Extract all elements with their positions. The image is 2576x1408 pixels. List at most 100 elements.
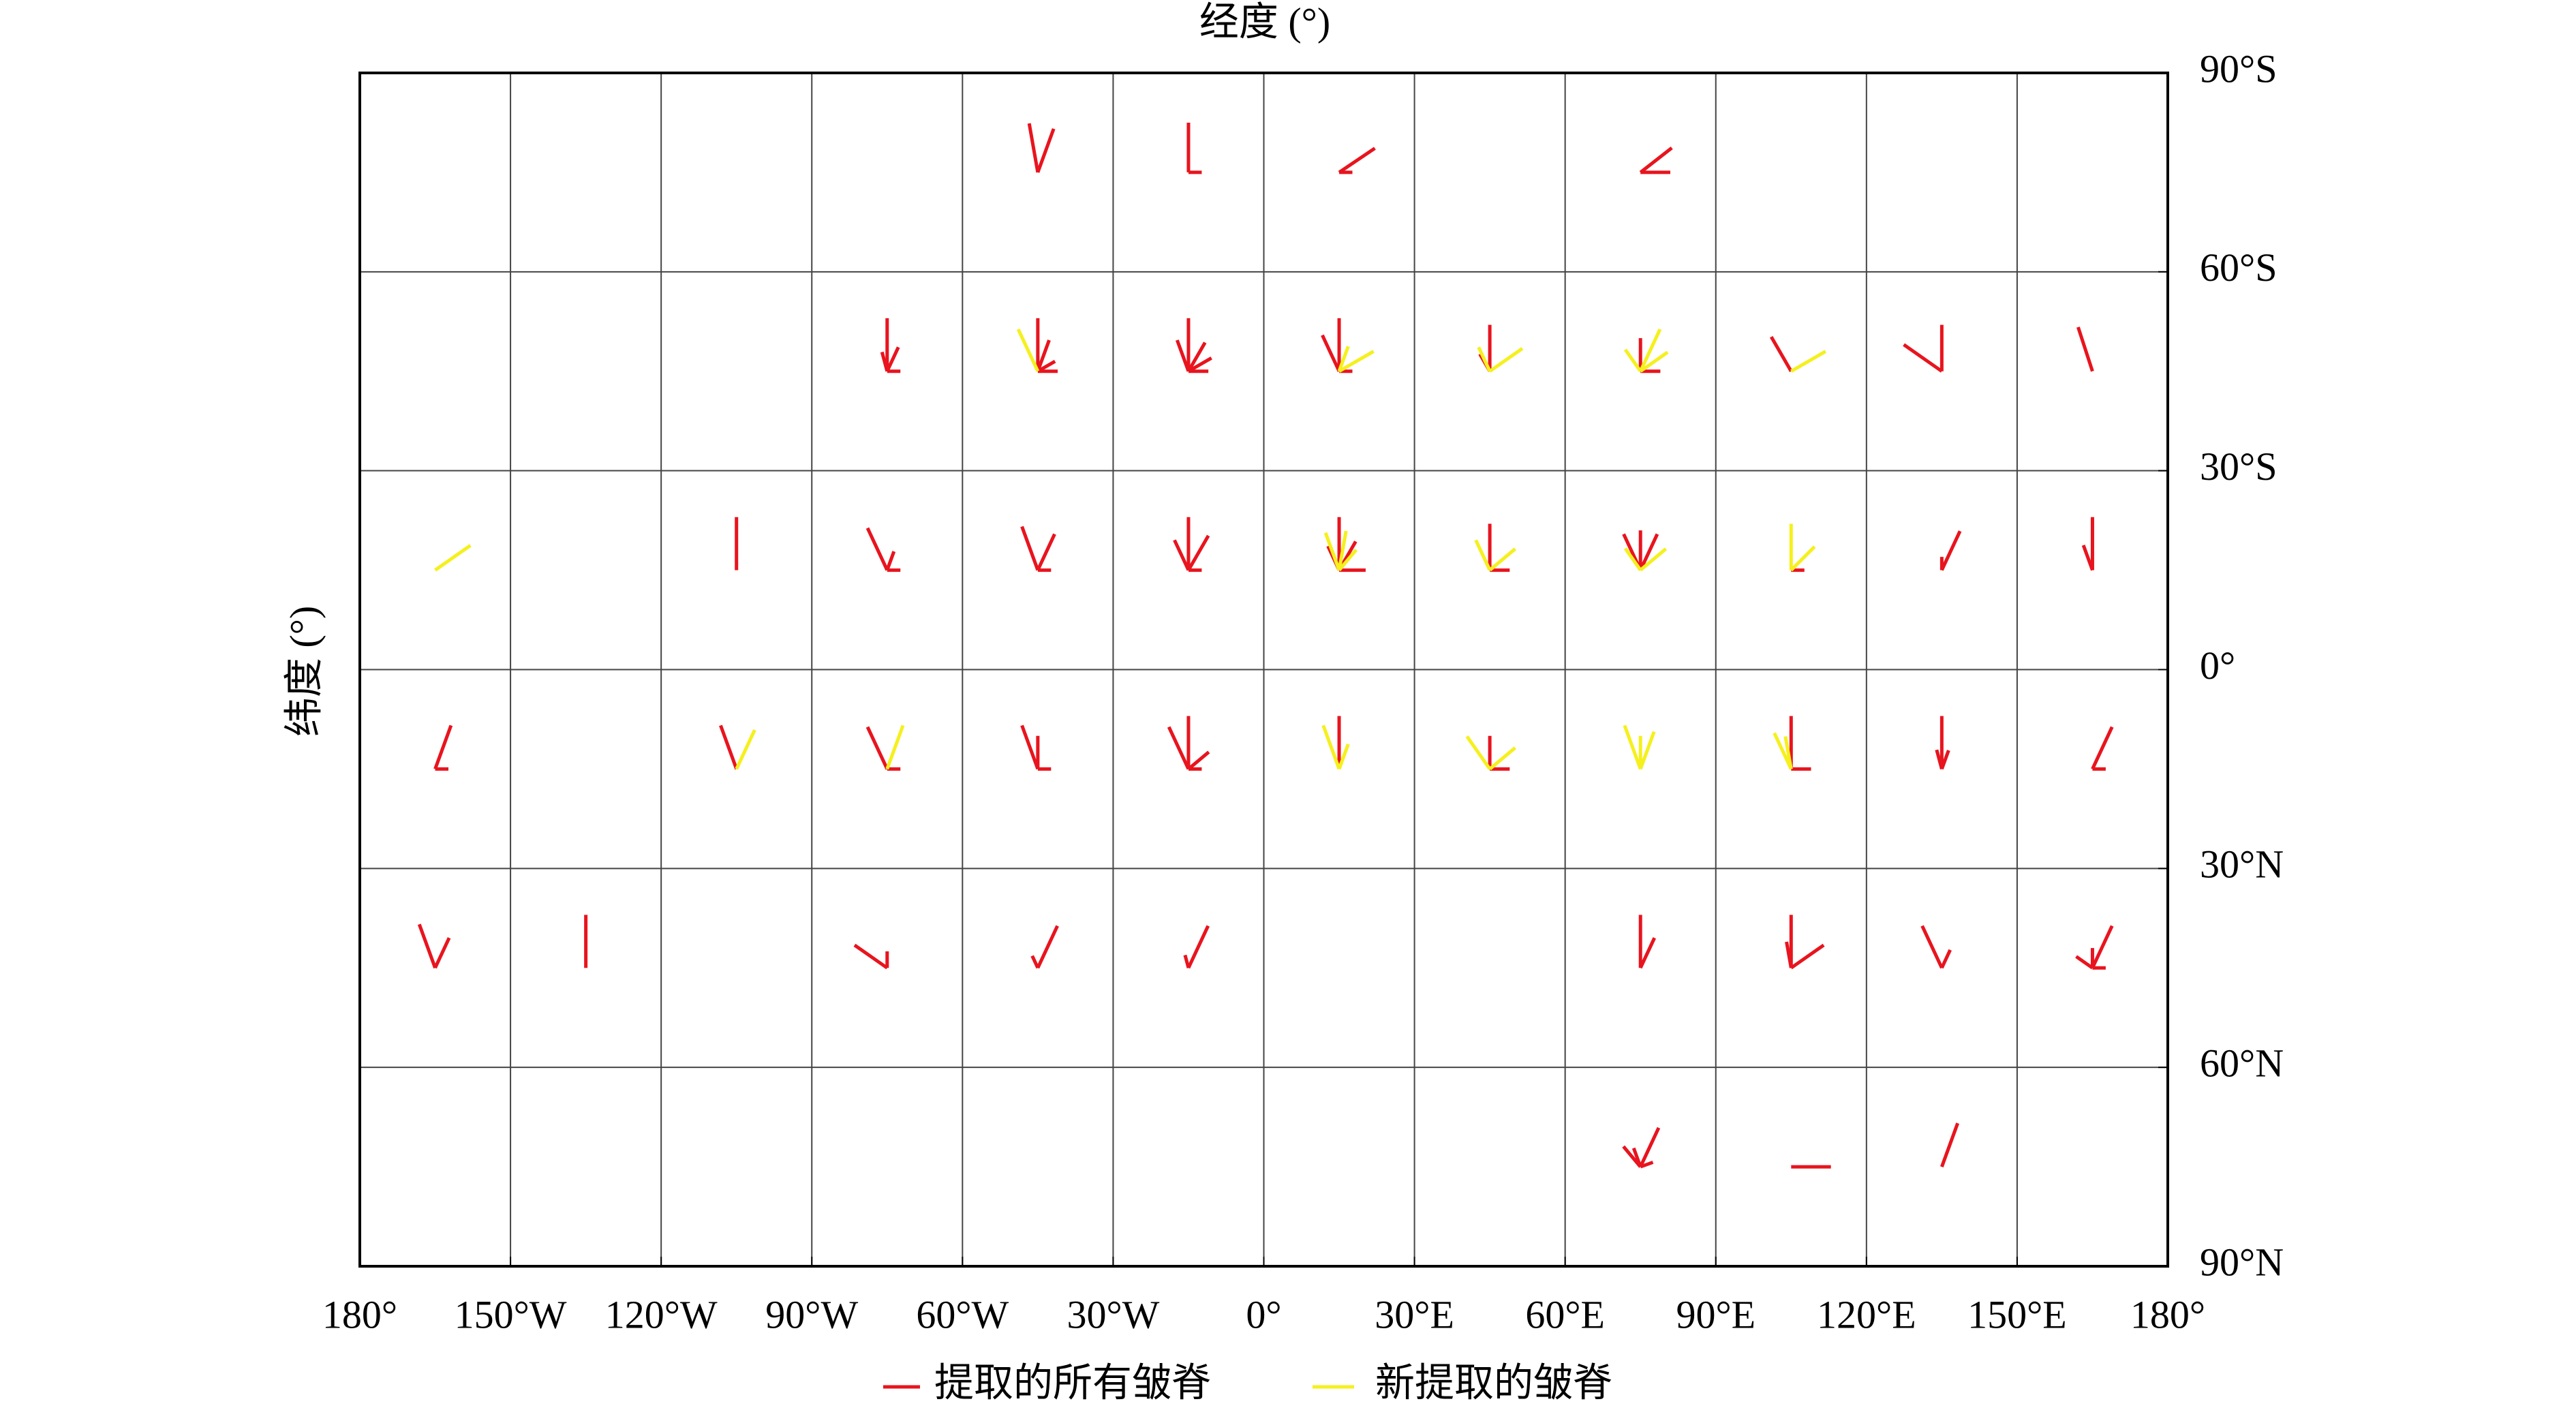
ridge-segment bbox=[1321, 334, 1341, 372]
x-tick-label: 90°E bbox=[1676, 1292, 1755, 1336]
ridge-segment bbox=[1935, 749, 1944, 770]
ridge-segment bbox=[865, 527, 889, 571]
ridge-segment bbox=[1623, 724, 1642, 770]
ridge-segment bbox=[1036, 533, 1056, 571]
ridge-segment bbox=[1488, 547, 1516, 572]
x-tick-label: 60°E bbox=[1525, 1292, 1605, 1336]
x-tick-label: 0° bbox=[1246, 1292, 1281, 1336]
ridge-segment bbox=[417, 923, 437, 969]
ridge-segment bbox=[1187, 750, 1210, 771]
ridge-segment bbox=[865, 726, 889, 770]
ridge-segment bbox=[1940, 750, 1950, 770]
ridge-segment bbox=[1785, 941, 1793, 968]
ridge-segment bbox=[1186, 925, 1210, 969]
y-tick-label: 90°S bbox=[2200, 46, 2277, 91]
ridge-segment bbox=[1338, 350, 1375, 373]
ridge-segment bbox=[1638, 533, 1659, 571]
ridge-segment bbox=[1186, 341, 1207, 373]
ridge-segment bbox=[880, 351, 889, 372]
y-tick-label: 0° bbox=[2200, 643, 2235, 688]
ridge-segment bbox=[433, 937, 451, 969]
x-tick-label: 60°W bbox=[916, 1292, 1009, 1336]
ridge-segment bbox=[1186, 534, 1210, 571]
ridge-segment bbox=[1631, 1147, 1642, 1167]
ridge-segment bbox=[1783, 736, 1793, 769]
ridge-segment bbox=[1036, 128, 1056, 173]
ridge-segment bbox=[433, 724, 453, 770]
x-tick-label: 120°W bbox=[605, 1292, 718, 1336]
ridge-segment bbox=[1638, 1127, 1661, 1168]
ridge-segment bbox=[1790, 545, 1816, 572]
y-tick-label: 30°S bbox=[2200, 444, 2277, 489]
ridge-segment bbox=[1175, 339, 1191, 372]
ridge-segment bbox=[2091, 726, 2114, 770]
ridge-segment bbox=[1027, 123, 1040, 173]
x-tick-label: 150°E bbox=[1967, 1292, 2067, 1336]
ridge-segment bbox=[1790, 350, 1827, 373]
y-tick-label: 30°N bbox=[2200, 842, 2284, 887]
ridge-segment bbox=[1790, 943, 1825, 970]
ridge-segment bbox=[1338, 549, 1358, 572]
ridge-segment bbox=[1183, 954, 1191, 968]
ridge-segment bbox=[885, 551, 896, 571]
y-axis-label: 纬度 (°) bbox=[281, 606, 326, 737]
ridge-segment bbox=[885, 346, 900, 372]
ridge-segment bbox=[1488, 746, 1516, 771]
ridge-segment bbox=[1321, 724, 1341, 770]
ridge-segment bbox=[1638, 937, 1657, 969]
ridge-segment bbox=[1638, 328, 1662, 372]
ridge-segment bbox=[1940, 949, 1952, 969]
x-tick-label: 150°W bbox=[455, 1292, 567, 1336]
ridge-segment bbox=[1465, 735, 1492, 770]
ridge-segment bbox=[1173, 539, 1191, 571]
x-tick-label: 30°W bbox=[1067, 1292, 1159, 1336]
ridge-segment bbox=[1623, 547, 1642, 572]
ridge-segment bbox=[2091, 925, 2114, 969]
ridge-segment bbox=[1639, 350, 1669, 373]
x-tick-label: 180° bbox=[2130, 1292, 2205, 1336]
ridge-segment bbox=[1337, 530, 1348, 571]
ridge-segment bbox=[2076, 326, 2094, 372]
x-axis-label: 经度 (°) bbox=[1199, 0, 1330, 44]
ridge-segment bbox=[1640, 1161, 1654, 1169]
ridge-segment bbox=[1337, 346, 1350, 372]
y-tick-label: 60°S bbox=[2200, 245, 2277, 290]
ridge-segment bbox=[1338, 147, 1376, 174]
x-tick-label: 90°W bbox=[765, 1292, 858, 1336]
ridge-segment bbox=[1903, 343, 1943, 373]
ridge-segment bbox=[1474, 539, 1492, 571]
ridge-segment bbox=[1323, 532, 1341, 571]
ridge-segment bbox=[1769, 335, 1793, 373]
ridge-segment bbox=[1477, 346, 1492, 372]
ridge-segment bbox=[735, 729, 756, 770]
x-tick-label: 180° bbox=[322, 1292, 397, 1336]
ridge-segment bbox=[1020, 724, 1040, 770]
y-tick-label: 90°N bbox=[2200, 1240, 2284, 1284]
ridge-segment bbox=[719, 724, 739, 770]
ridge-segment bbox=[1016, 328, 1040, 372]
ridge-segment bbox=[1036, 925, 1059, 969]
ridge-segment bbox=[1940, 1122, 1960, 1167]
legend-label: 提取的所有皱脊 bbox=[934, 1360, 1211, 1405]
legend-label: 新提取的皱脊 bbox=[1375, 1360, 1612, 1405]
ridge-segment bbox=[1337, 743, 1350, 770]
x-tick-label: 30°E bbox=[1375, 1292, 1454, 1336]
ridge-segment bbox=[1187, 356, 1212, 373]
ridge-segment bbox=[1623, 348, 1642, 373]
ridge-segment bbox=[434, 544, 472, 572]
plot-frame bbox=[358, 72, 2169, 1268]
x-tick-label: 120°E bbox=[1817, 1292, 1916, 1336]
ridge-segment bbox=[1639, 147, 1673, 174]
ridge-segment bbox=[1167, 726, 1191, 770]
ridge-segment bbox=[885, 724, 905, 770]
ridge-segment bbox=[1639, 547, 1668, 572]
ridge-segment bbox=[1773, 732, 1793, 770]
ridge-segment bbox=[853, 943, 889, 970]
ridge-segment bbox=[2075, 955, 2094, 970]
ridge-segment bbox=[1020, 525, 1040, 571]
y-tick-label: 60°N bbox=[2200, 1041, 2284, 1085]
ridge-segment bbox=[1638, 731, 1656, 770]
ridge-segment bbox=[1488, 347, 1524, 373]
